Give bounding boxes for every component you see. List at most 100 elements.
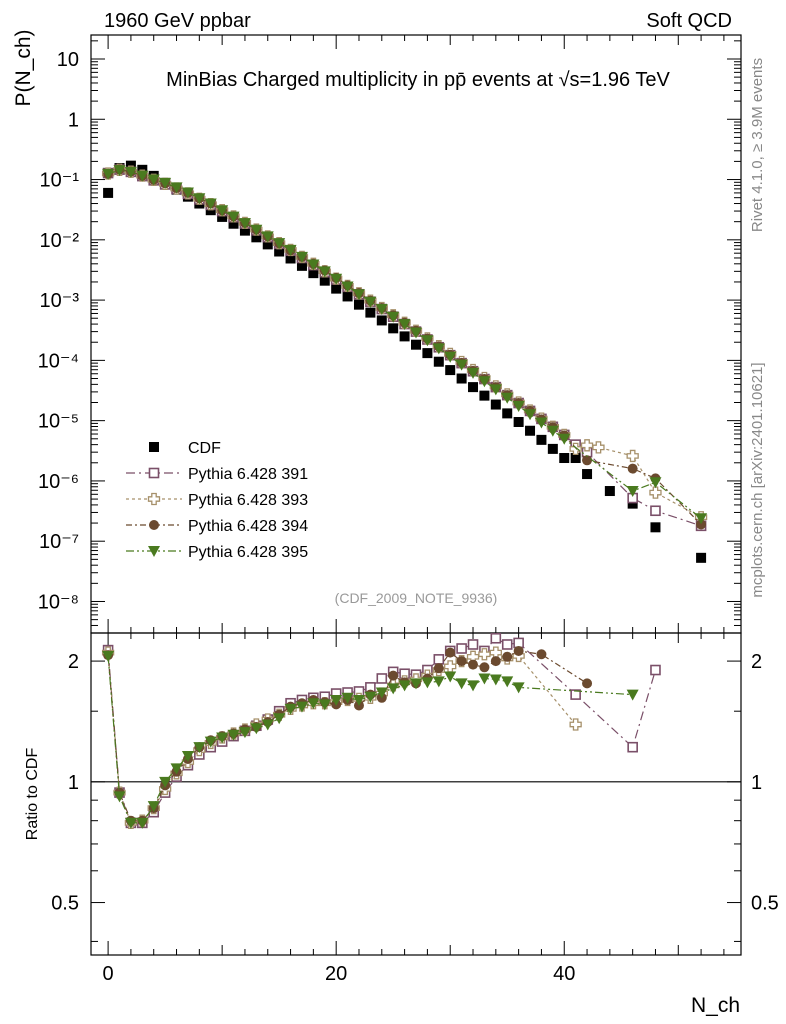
ratio-series-point <box>273 713 286 725</box>
ratio-series-point <box>388 670 399 681</box>
ratio-series-point <box>569 718 582 731</box>
main-series-point <box>490 399 501 410</box>
ratio-y-tick-label-right: 2 <box>751 651 762 673</box>
header-right: Soft QCD <box>646 10 732 32</box>
main-series-point <box>627 498 638 509</box>
ratio-series-point <box>627 741 638 753</box>
main-series-point <box>228 218 239 229</box>
ratio-series-line <box>107 650 588 822</box>
ratio-y-tick-label-right: 1 <box>751 772 762 794</box>
legend-label: Pythia 6.428 395 <box>188 544 308 561</box>
y-tick-label: 10⁻⁸ <box>38 591 79 613</box>
ratio-y-tick-label: 0.5 <box>51 893 79 915</box>
main-series-point <box>352 289 365 301</box>
main-series-point <box>216 205 229 217</box>
ratio-series-point <box>468 659 479 670</box>
main-series-point <box>536 434 547 445</box>
y-tick-label: 10⁻⁷ <box>39 531 79 553</box>
main-series-point <box>650 505 661 517</box>
legend-marker <box>149 520 159 530</box>
ratio-series-point <box>284 703 297 715</box>
ratio-series-point <box>216 732 229 744</box>
ratio-series-point <box>432 676 445 688</box>
ratio-series-point <box>456 643 467 654</box>
ratio-series-point <box>387 683 400 695</box>
x-axis-label: N_ch <box>691 994 740 1017</box>
ratio-series-point <box>341 692 354 704</box>
main-series-point <box>102 168 115 180</box>
ratio-series-point <box>456 656 467 667</box>
main-series-point <box>582 455 593 466</box>
main-series-point <box>535 417 548 429</box>
main-series-point <box>387 311 400 323</box>
main-series-point <box>650 522 661 533</box>
ratio-series-point <box>489 674 502 686</box>
main-series-point <box>445 365 456 376</box>
x-tick-label: 20 <box>325 963 347 985</box>
ratio-y-tick-label: 2 <box>68 651 79 673</box>
analysis-annotation: (CDF_2009_NOTE_9936) <box>335 590 498 606</box>
main-series-point <box>330 273 343 285</box>
main-series-point <box>204 198 217 210</box>
main-series-point <box>478 376 491 388</box>
ratio-series-point <box>479 662 490 673</box>
main-series-point <box>433 356 444 367</box>
legend: CDF Pythia 6.428 391 Pythia 6.428 393 Pythi… <box>126 440 308 561</box>
ratio-series-point <box>250 723 263 735</box>
main-series-point <box>525 425 536 436</box>
main-plot-title: MinBias Charged multiplicity in pp̄ even… <box>166 69 670 91</box>
main-series-point <box>501 392 514 404</box>
ratio-series-point <box>364 691 377 703</box>
main-series-point <box>376 315 387 326</box>
main-series-point <box>273 238 286 250</box>
main-series-point <box>592 441 605 454</box>
ratio-series-point <box>570 689 581 700</box>
main-series-point <box>422 348 433 359</box>
y-tick-label: 10 <box>57 49 79 71</box>
legend-label: Pythia 6.428 393 <box>188 492 308 509</box>
main-series-point <box>558 433 571 445</box>
ratio-y-tick-label: 1 <box>68 772 79 794</box>
main-series-point <box>318 266 331 278</box>
ratio-series-point <box>445 647 456 658</box>
ratio-series-point <box>501 639 513 650</box>
main-series-point <box>410 327 422 339</box>
ratio-series-point <box>467 639 479 650</box>
main-series-point <box>582 469 593 480</box>
main-series-point <box>399 331 410 342</box>
y-tick-label: 10⁻² <box>40 230 80 252</box>
ratio-series-point <box>490 632 502 644</box>
ratio-series-point <box>455 678 468 690</box>
ratio-series-point <box>238 727 251 739</box>
ratio-series-point <box>136 817 149 829</box>
main-series-point <box>570 453 581 464</box>
y-tick-label: 10⁻⁴ <box>38 350 79 372</box>
ratio-y-tick-label-right: 0.5 <box>751 893 779 915</box>
main-series-point <box>604 486 615 497</box>
ratio-series-point <box>410 678 422 690</box>
ratio-series-point <box>261 719 274 731</box>
mcplots-label: mcplots.cern.ch [arXiv:2401.10621] <box>749 362 766 597</box>
legend-label: CDF <box>188 440 221 457</box>
main-series-point <box>170 182 183 194</box>
ratio-series-point <box>650 664 661 676</box>
main-series-point <box>696 552 707 563</box>
main-series-point <box>695 513 708 525</box>
legend-marker <box>147 492 161 506</box>
ratio-series-point <box>102 650 115 662</box>
y-axis-label: P(N_ch) <box>12 29 35 106</box>
main-series-point <box>331 283 342 294</box>
main-series-point <box>626 486 639 498</box>
main-series-point <box>649 477 662 489</box>
main-series-point <box>546 425 559 437</box>
ratio-series-point <box>159 776 172 788</box>
ratio-series-point <box>227 729 240 741</box>
main-series-point <box>580 439 594 452</box>
main-series-point <box>455 359 468 371</box>
ratio-series-point <box>467 680 480 692</box>
main-series-point <box>388 323 399 334</box>
main-series-point <box>626 449 639 463</box>
main-series-point <box>181 187 194 199</box>
ratio-series-point <box>398 680 411 692</box>
